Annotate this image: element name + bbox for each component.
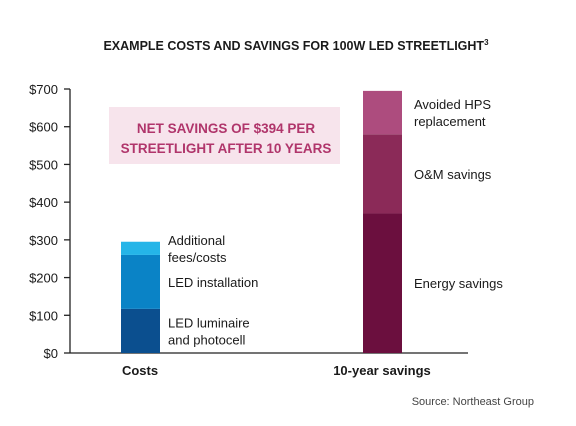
callout-box: NET SAVINGS OF $394 PER STREETLIGHT AFTER… [109,107,340,164]
segment-label: Additional [168,233,225,248]
y-tick-label: $300 [29,233,58,248]
y-tick-label: $600 [29,120,58,135]
category-label: Costs [122,363,158,378]
category-labels: Costs 10-year savings [122,363,431,378]
segment-label: Avoided HPS [414,97,491,112]
y-tick-label: $500 [29,157,58,172]
y-tick-label: $700 [29,82,58,97]
title-superscript: 3 [484,38,489,47]
callout-text: NET SAVINGS OF $394 PER [137,121,316,136]
segment-label: O&M savings [414,167,492,182]
chart-title: EXAMPLE COSTS AND SAVINGS FOR 100W LED S… [103,38,489,53]
segment-label: replacement [414,114,486,129]
segment-label: LED luminaire [168,315,250,330]
segment-label: LED installation [168,275,258,290]
bar-segment [363,213,402,353]
bars: LED luminaire and photocell LED installati… [121,90,503,353]
segment-label: Energy savings [414,276,503,291]
bar-segment [363,90,402,135]
callout-background [109,107,340,164]
bar-segment [121,308,160,353]
y-tick-label: $400 [29,195,58,210]
bar-segment [363,134,402,214]
y-tick-label: $100 [29,308,58,323]
y-tick-label: $200 [29,271,58,286]
y-tick-label: $0 [44,346,58,361]
segment-label: and photocell [168,332,245,347]
bar-segment [121,254,160,309]
category-label: 10-year savings [333,363,431,378]
callout-text: STREETLIGHT AFTER 10 YEARS [121,141,332,156]
source-note: Source: Northeast Group [412,396,534,408]
segment-label: fees/costs [168,250,227,265]
bar-segment [121,241,160,255]
